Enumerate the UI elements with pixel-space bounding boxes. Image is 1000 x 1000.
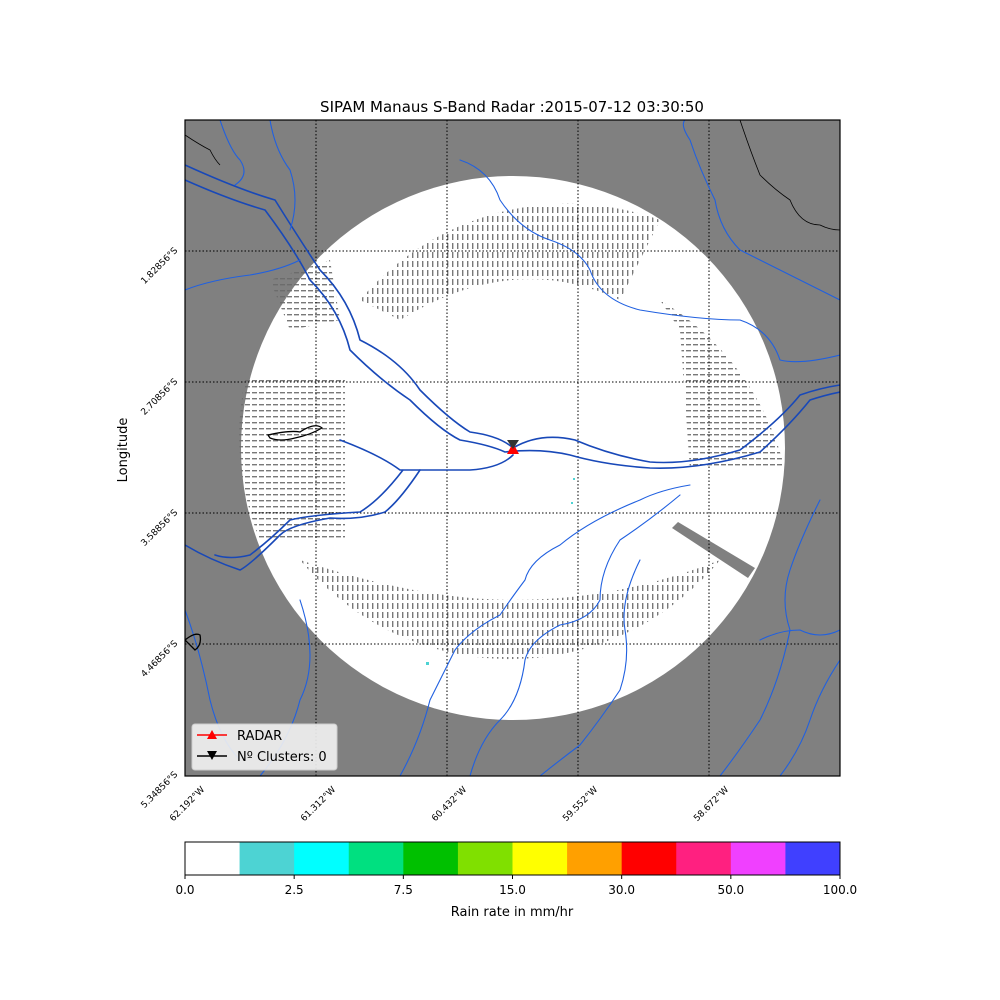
- colorbar-tick-label: 100.0: [823, 883, 857, 897]
- colorbar-tick-label: 15.0: [499, 883, 526, 897]
- lon-label: 59.552°W: [561, 785, 600, 824]
- colorbar-label: Rain rate in mm/hr: [451, 905, 574, 920]
- longitude-labels: 62.192°W 61.312°W 60.432°W 59.552°W 58.6…: [168, 785, 731, 824]
- lat-label: 5.34856°S: [140, 770, 181, 811]
- colorbar-swatch: [785, 842, 841, 875]
- main-river-south-bank: [185, 179, 840, 469]
- map-title: SIPAM Manaus S-Band Radar :2015-07-12 03…: [320, 98, 704, 116]
- colorbar: 0.0 2.5 7.5 15.0 30.0 50.0 100.0 Rain rate in …: [175, 841, 857, 920]
- south-channel: [214, 439, 514, 559]
- latitude-labels: 1.82856°S 2.70856°S 3.58856°S 4.46856°S …: [140, 246, 181, 811]
- cluster-legend-icon: [207, 751, 217, 760]
- colorbar-swatch: [567, 842, 623, 875]
- lat-label: 2.70856°S: [140, 377, 181, 418]
- lat-label: 4.46856°S: [140, 639, 181, 680]
- main-river-north-bank: [185, 164, 840, 464]
- south-channel-2: [185, 469, 421, 571]
- colorbar-swatch: [730, 842, 786, 875]
- cluster-marker: [507, 440, 519, 449]
- clutter-speckle: [239, 203, 785, 660]
- lon-label: 60.432°W: [430, 785, 469, 824]
- boundary-lines: [185, 120, 840, 231]
- radar-legend-icon: [207, 730, 217, 739]
- rain-specks: [426, 478, 575, 665]
- colorbar-tick-label: 50.0: [717, 883, 744, 897]
- colorbar-tick-label: 30.0: [608, 883, 635, 897]
- legend: RADAR Nº Clusters: 0: [191, 723, 338, 771]
- colorbar-tick-label: 2.5: [285, 883, 304, 897]
- y-axis-label: Longitude: [116, 418, 131, 483]
- colorbar-swatch: [294, 842, 350, 875]
- lat-label: 3.58856°S: [140, 508, 181, 549]
- colorbar-tick-label: 7.5: [394, 883, 413, 897]
- colorbar-tick-label: 0.0: [175, 883, 194, 897]
- lake-outline-2: [185, 633, 202, 651]
- colorbar-swatch: [239, 842, 295, 875]
- rivers: [185, 120, 840, 776]
- lon-label: 58.672°W: [692, 785, 731, 824]
- colorbar-swatch: [512, 842, 568, 875]
- map-area: [185, 120, 840, 776]
- map-frame: [184, 119, 841, 777]
- lon-label: 61.312°W: [299, 785, 338, 824]
- blocked-beam: [672, 522, 755, 578]
- lon-label: 62.192°W: [168, 785, 207, 824]
- colorbar-swatch: [185, 842, 241, 875]
- colorbar-swatch: [676, 842, 732, 875]
- lat-label: 1.82856°S: [140, 246, 181, 287]
- lake-outline: [266, 425, 324, 441]
- colorbar-swatch: [348, 842, 404, 875]
- legend-radar-label: RADAR: [237, 729, 282, 744]
- colorbar-swatch: [457, 842, 513, 875]
- legend-clusters-label: Nº Clusters: 0: [237, 750, 327, 765]
- colorbar-swatch: [403, 842, 459, 875]
- colorbar-swatch: [621, 842, 677, 875]
